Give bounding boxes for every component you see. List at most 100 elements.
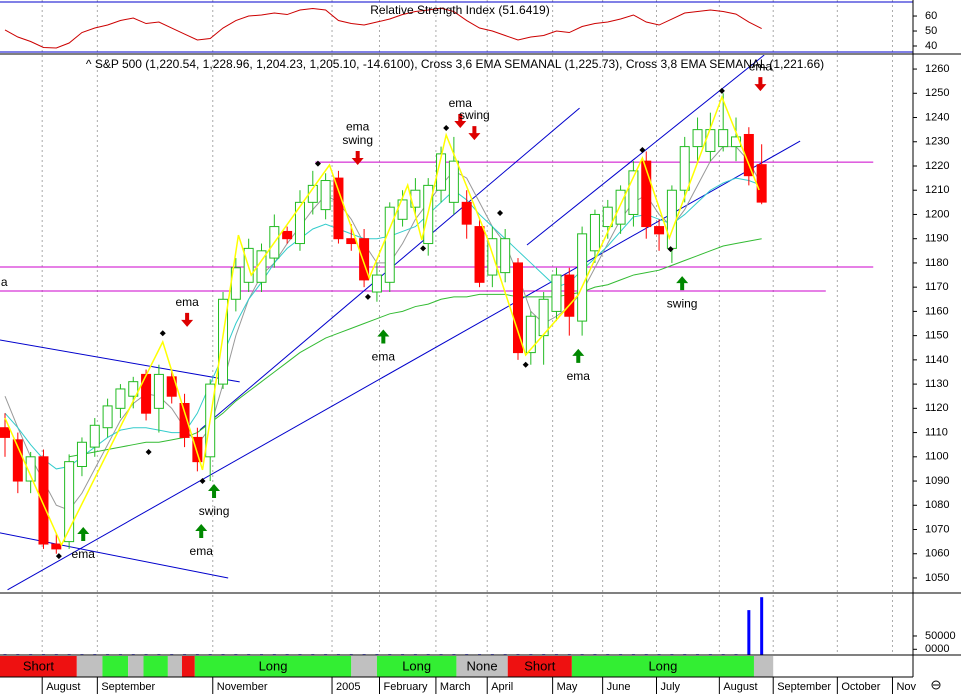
status-segment bbox=[194, 656, 352, 677]
status-label: None bbox=[467, 658, 498, 673]
signal-arrow bbox=[208, 484, 221, 499]
candle-body bbox=[25, 456, 36, 482]
candle-body bbox=[512, 262, 523, 354]
candle-body bbox=[551, 274, 562, 312]
annotation: ema bbox=[567, 369, 591, 383]
x-tick-label: August bbox=[723, 681, 757, 693]
annotation: swing bbox=[459, 108, 490, 122]
status-segment bbox=[456, 656, 508, 677]
status-label: Long bbox=[402, 658, 431, 673]
y-tick-label: 1120 bbox=[925, 402, 949, 414]
signal-arrow bbox=[454, 113, 467, 128]
candle-body bbox=[525, 315, 536, 354]
zoom-icon[interactable] bbox=[931, 680, 941, 690]
annotation: ema bbox=[749, 59, 773, 73]
candle-body bbox=[38, 456, 49, 545]
y-tick-label: 1200 bbox=[925, 208, 949, 220]
y-tick-label: 1180 bbox=[925, 257, 949, 269]
candle-body bbox=[64, 461, 75, 543]
swing-point bbox=[667, 246, 674, 253]
y-tick-label: 1170 bbox=[925, 281, 949, 293]
y-tick-label: 50000 bbox=[925, 630, 956, 642]
annotation: swing bbox=[667, 296, 698, 310]
x-tick-label: September bbox=[777, 681, 831, 693]
y-tick-label: 1250 bbox=[925, 87, 949, 99]
status-segment bbox=[753, 656, 774, 677]
annotation: swing bbox=[199, 504, 230, 518]
status-segment bbox=[0, 656, 77, 677]
status-bar: Short Long Long None Short Long bbox=[0, 656, 774, 677]
annotation: ema bbox=[346, 119, 370, 133]
candle-body bbox=[654, 226, 665, 235]
candle-body bbox=[461, 201, 472, 225]
x-tick-label: 2005 bbox=[336, 681, 360, 693]
x-tick-label: August bbox=[46, 681, 80, 693]
status-label: Short bbox=[524, 658, 555, 673]
candle-body bbox=[564, 274, 575, 317]
swing-point bbox=[314, 160, 321, 167]
y-tick-label: 0000 bbox=[925, 643, 949, 655]
status-segment bbox=[507, 656, 572, 677]
y-tick-label: 1070 bbox=[925, 523, 949, 535]
y-tick-label: 1130 bbox=[925, 378, 949, 390]
x-tick-label: March bbox=[440, 681, 471, 693]
y-tick-label: 1100 bbox=[925, 451, 949, 463]
annotation: swing bbox=[342, 133, 373, 147]
swing-point bbox=[420, 245, 427, 252]
candle-body bbox=[320, 180, 331, 211]
candle-body bbox=[628, 170, 639, 215]
x-tick-label: October bbox=[841, 681, 880, 693]
signal-arrow bbox=[572, 348, 585, 363]
rsi-panel bbox=[4, 7, 762, 49]
candle-body bbox=[12, 439, 23, 482]
x-tick-label: November bbox=[217, 681, 268, 693]
y-tick-label: 1260 bbox=[925, 63, 949, 75]
swing-point bbox=[639, 146, 646, 153]
annotation: ema bbox=[372, 350, 396, 364]
y-tick-label: 1190 bbox=[925, 233, 949, 245]
x-tick-label: May bbox=[557, 681, 578, 693]
level-label: a bbox=[1, 275, 8, 289]
y-tick-label: 40 bbox=[925, 40, 937, 52]
y-tick-label: 1140 bbox=[925, 354, 949, 366]
price-panel: aemaemaswingemaemaswingemaemaswingemaswi… bbox=[0, 55, 874, 591]
x-tick-label: September bbox=[101, 681, 155, 693]
candle-body bbox=[615, 189, 626, 225]
candle-body bbox=[89, 424, 100, 448]
status-segment bbox=[571, 656, 754, 677]
annotation: ema bbox=[72, 547, 96, 561]
candle-body bbox=[487, 238, 498, 276]
price-title: ^ S&P 500 (1,220.54, 1,228.96, 1,204.23,… bbox=[86, 57, 824, 71]
status-segment bbox=[167, 656, 182, 677]
annotation: ema bbox=[175, 295, 199, 309]
candle-body bbox=[384, 206, 395, 283]
swing-point bbox=[522, 361, 529, 368]
x-tick-label: Nov bbox=[896, 681, 916, 693]
swing-point bbox=[364, 293, 371, 300]
volume-bar bbox=[747, 610, 751, 655]
candle-body bbox=[756, 164, 767, 203]
y-tick-label: 1230 bbox=[925, 136, 949, 148]
y-tick-label: 1110 bbox=[925, 426, 948, 438]
candle-body bbox=[51, 543, 62, 550]
swing-point bbox=[718, 87, 725, 94]
y-tick-label: 1210 bbox=[925, 184, 949, 196]
status-segment bbox=[128, 656, 144, 677]
indicator-line bbox=[4, 177, 762, 470]
candle-body bbox=[666, 189, 677, 249]
status-segment bbox=[376, 656, 457, 677]
x-tick-label: July bbox=[661, 681, 681, 693]
candle-body bbox=[179, 402, 190, 438]
y-tick-label: 1150 bbox=[925, 330, 949, 342]
trend-line bbox=[0, 339, 240, 383]
y-tick-label: 1050 bbox=[925, 572, 949, 584]
y-tick-label: 1080 bbox=[925, 499, 949, 511]
candle-body bbox=[333, 177, 344, 240]
candle-body bbox=[359, 238, 370, 281]
y-tick-label: 50 bbox=[925, 25, 937, 37]
candle-body bbox=[0, 427, 11, 438]
candle-body bbox=[448, 160, 459, 203]
